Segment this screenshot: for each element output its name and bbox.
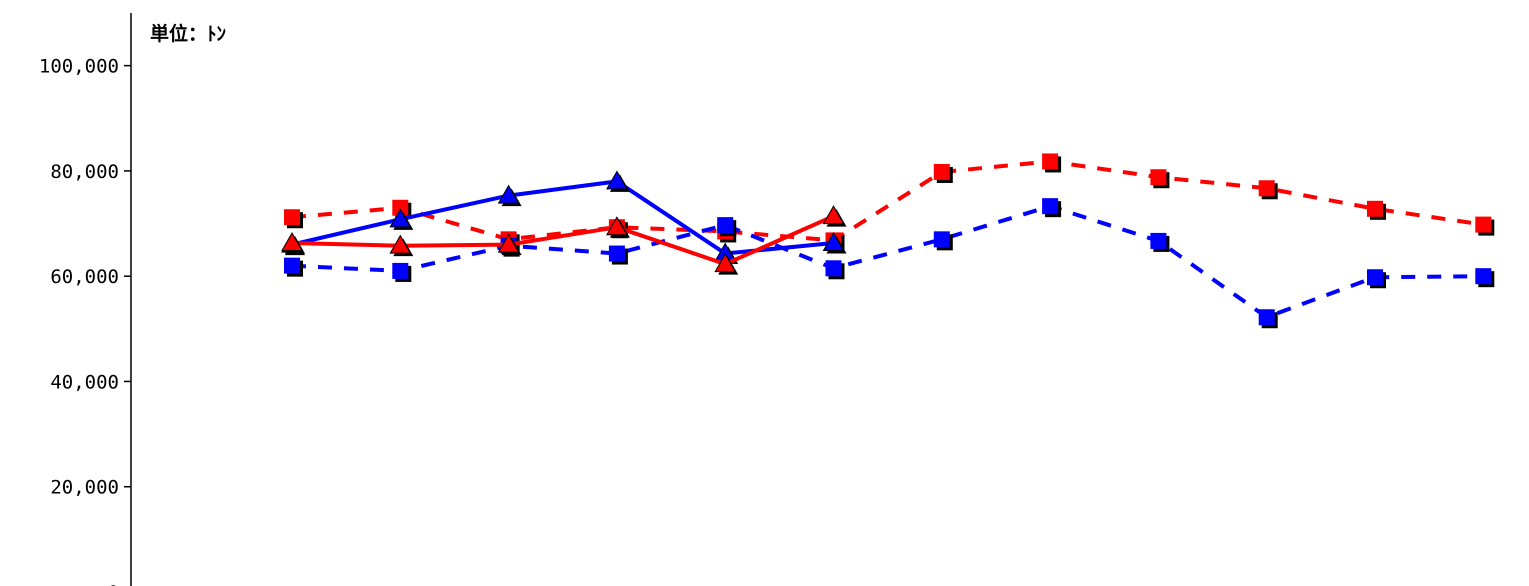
series-layer <box>281 153 1495 329</box>
data-point-square <box>1258 180 1275 197</box>
data-point-square <box>392 199 409 216</box>
series-3 <box>281 205 847 275</box>
y-tick-label: 100,000 <box>39 56 119 78</box>
series-2 <box>281 170 847 265</box>
data-point-triangle <box>606 170 628 190</box>
series-line-2 <box>291 179 834 256</box>
data-point-triangle <box>281 232 303 252</box>
data-point-square <box>608 245 625 262</box>
data-point-square <box>717 217 734 234</box>
data-point-triangle <box>497 184 520 204</box>
series-line-3 <box>291 214 835 267</box>
data-point-square <box>1367 200 1383 217</box>
data-point-square <box>1150 169 1167 186</box>
y-tick-label: 60,000 <box>50 266 119 288</box>
data-point-triangle <box>389 234 412 254</box>
data-point-square <box>392 262 409 279</box>
series-line-1 <box>291 204 1484 320</box>
data-point-square <box>825 260 842 277</box>
data-point-square <box>1258 309 1275 326</box>
data-point-square <box>933 163 950 180</box>
data-point-triangle <box>822 205 845 225</box>
y-tick-label: 40,000 <box>50 371 119 393</box>
data-point-square <box>933 231 950 248</box>
y-tick-label: 80,000 <box>50 161 119 183</box>
data-point-triangle <box>497 233 520 253</box>
data-point-square <box>1475 268 1492 285</box>
data-point-square <box>1150 232 1167 249</box>
data-point-triangle <box>389 208 412 228</box>
data-point-square <box>284 257 300 274</box>
data-point-square <box>1475 216 1492 233</box>
data-point-triangle <box>822 232 845 252</box>
series-line-0 <box>291 159 1484 243</box>
series-0 <box>284 153 1495 252</box>
data-point-square <box>1042 198 1059 215</box>
y-tick-label: 20,000 <box>50 477 119 499</box>
data-point-triangle <box>606 216 628 236</box>
series-1 <box>284 198 1495 329</box>
unit-label: 単位：ﾄﾝ <box>150 22 226 45</box>
data-point-square <box>1042 153 1059 170</box>
data-point-square <box>284 209 300 226</box>
data-point-square <box>1367 269 1383 286</box>
axes: 0 20,000 40,000 60,000 80,000 100,000 <box>39 13 132 586</box>
data-point-triangle <box>714 253 737 273</box>
y-tick-label: 0 <box>108 582 119 586</box>
